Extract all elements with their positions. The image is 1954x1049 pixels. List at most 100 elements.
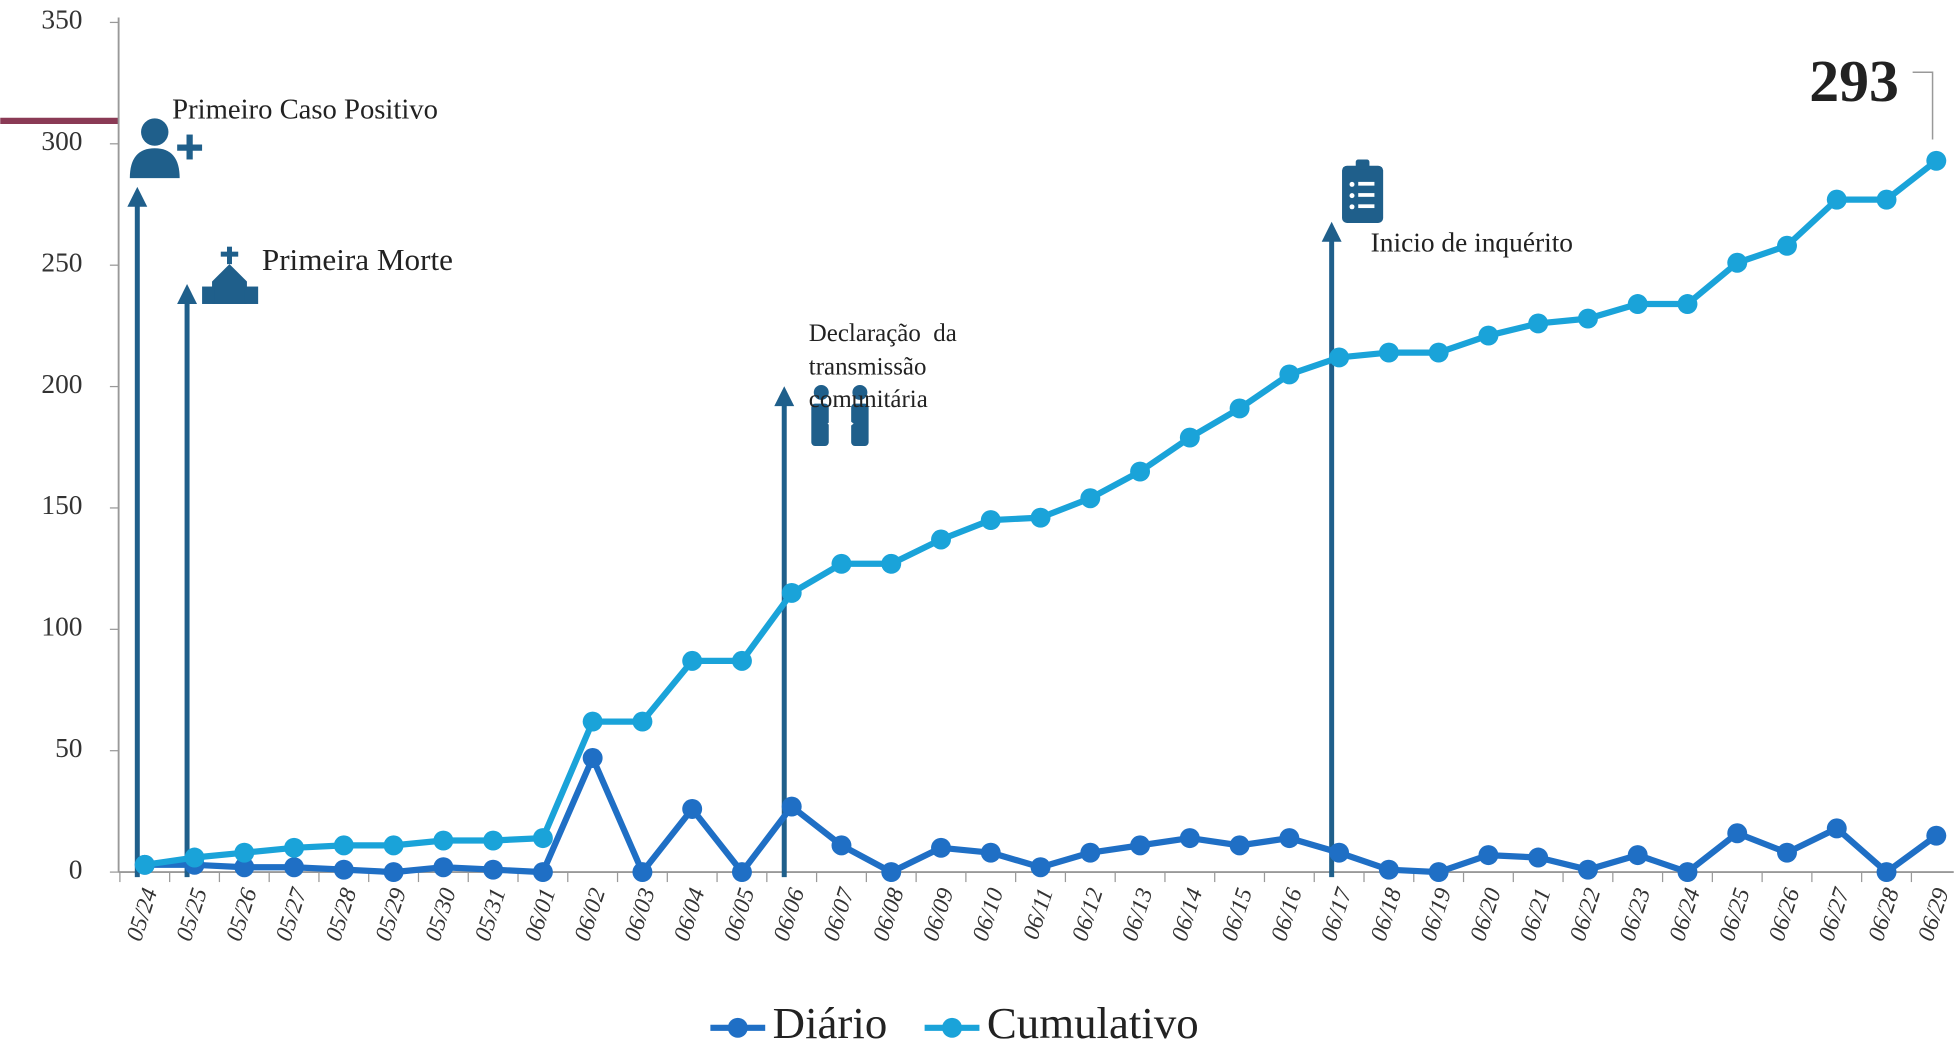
point [1329, 842, 1350, 863]
point [333, 835, 354, 856]
point [134, 854, 155, 875]
arrow-head [1321, 221, 1342, 242]
point [831, 553, 852, 574]
point [831, 835, 852, 856]
arrow-head [177, 284, 198, 304]
x-tick-label: 06/10 [968, 885, 1009, 944]
point [781, 796, 802, 817]
point [931, 837, 951, 858]
point [1727, 252, 1748, 273]
y-tick-label: 50 [55, 733, 82, 763]
legend-marker [942, 1017, 962, 1038]
leader-line [1912, 71, 1934, 140]
point [1279, 828, 1300, 849]
x-tick-label: 06/21 [1515, 885, 1556, 944]
x-tick-label: 05/24 [122, 885, 163, 944]
point [532, 828, 553, 849]
annotation: Primeiro Caso Positivo [172, 94, 438, 126]
series-line [144, 754, 1939, 876]
point [980, 510, 1001, 531]
point [1727, 823, 1748, 844]
y-tick-label: 250 [41, 247, 82, 277]
point [1279, 364, 1300, 385]
point [1378, 342, 1399, 363]
arrow-head [774, 386, 795, 407]
y-tick-label: 350 [41, 5, 82, 35]
point [1179, 427, 1200, 448]
x-tick-label: 06/03 [619, 885, 660, 944]
point [284, 837, 305, 858]
point [781, 582, 802, 603]
point [1229, 398, 1250, 419]
x-tick-label: 06/11 [1018, 885, 1059, 943]
x-tick-label: 05/30 [420, 885, 461, 944]
x-tick-label: 06/14 [1167, 885, 1208, 944]
x-tick-label: 06/22 [1565, 885, 1606, 944]
point [1528, 847, 1549, 868]
point [532, 862, 553, 883]
point [582, 711, 603, 732]
x-tick-label: 06/19 [1416, 885, 1457, 944]
x-tick-label: 06/01 [520, 885, 561, 944]
point [931, 529, 951, 550]
point [682, 799, 703, 819]
point [1428, 342, 1449, 363]
x-tick-label: 05/27 [271, 884, 313, 944]
x-tick-label: 06/08 [868, 885, 909, 944]
legend-label: Diário [773, 998, 888, 1048]
person-icon [129, 118, 203, 179]
point [1428, 862, 1449, 883]
point [1777, 842, 1797, 863]
total-label: 293 [1809, 48, 1899, 114]
x-tick-label: 06/02 [570, 885, 611, 944]
point [632, 711, 653, 732]
point [1777, 235, 1797, 256]
x-tick-label: 06/25 [1714, 885, 1755, 944]
x-tick-label: 06/09 [918, 885, 959, 944]
point [1478, 325, 1499, 346]
point [483, 859, 504, 880]
x-tick-label: 05/29 [371, 885, 412, 944]
church-icon [202, 246, 259, 304]
x-tick-label: 06/13 [1117, 885, 1158, 944]
point [433, 830, 454, 851]
x-tick-label: 06/27 [1814, 884, 1856, 944]
point [1528, 313, 1549, 334]
point [383, 835, 404, 856]
point [1329, 347, 1350, 368]
point [184, 847, 205, 868]
point [1030, 507, 1051, 528]
y-tick-label: 100 [41, 612, 82, 642]
x-tick-label: 06/28 [1864, 885, 1905, 944]
point [1627, 845, 1648, 866]
point [1677, 862, 1698, 883]
people-icon [811, 384, 869, 447]
point [1080, 488, 1101, 509]
point [433, 857, 454, 878]
point [682, 650, 703, 671]
x-tick-label: 06/29 [1913, 885, 1954, 944]
point [234, 842, 255, 863]
point [1876, 189, 1897, 210]
point [881, 553, 902, 574]
point [1179, 828, 1200, 849]
point [284, 857, 305, 878]
point [1826, 189, 1847, 210]
y-tick-label: 200 [41, 369, 82, 399]
annotation: Declaração da [809, 320, 957, 347]
x-tick-label: 06/15 [1217, 885, 1258, 944]
point [1926, 825, 1947, 846]
point [1926, 150, 1947, 171]
x-tick-label: 06/17 [1316, 884, 1358, 944]
x-tick-label: 06/06 [769, 885, 810, 944]
x-tick-label: 06/12 [1067, 885, 1108, 944]
point [731, 650, 752, 671]
clipboard-icon [1342, 159, 1384, 224]
x-tick-label: 06/05 [719, 885, 760, 944]
annotation: Inicio de inquérito [1371, 228, 1573, 258]
point [1080, 842, 1101, 863]
annotation: Primeira Morte [262, 242, 453, 277]
point [1130, 835, 1151, 856]
point [731, 862, 752, 883]
